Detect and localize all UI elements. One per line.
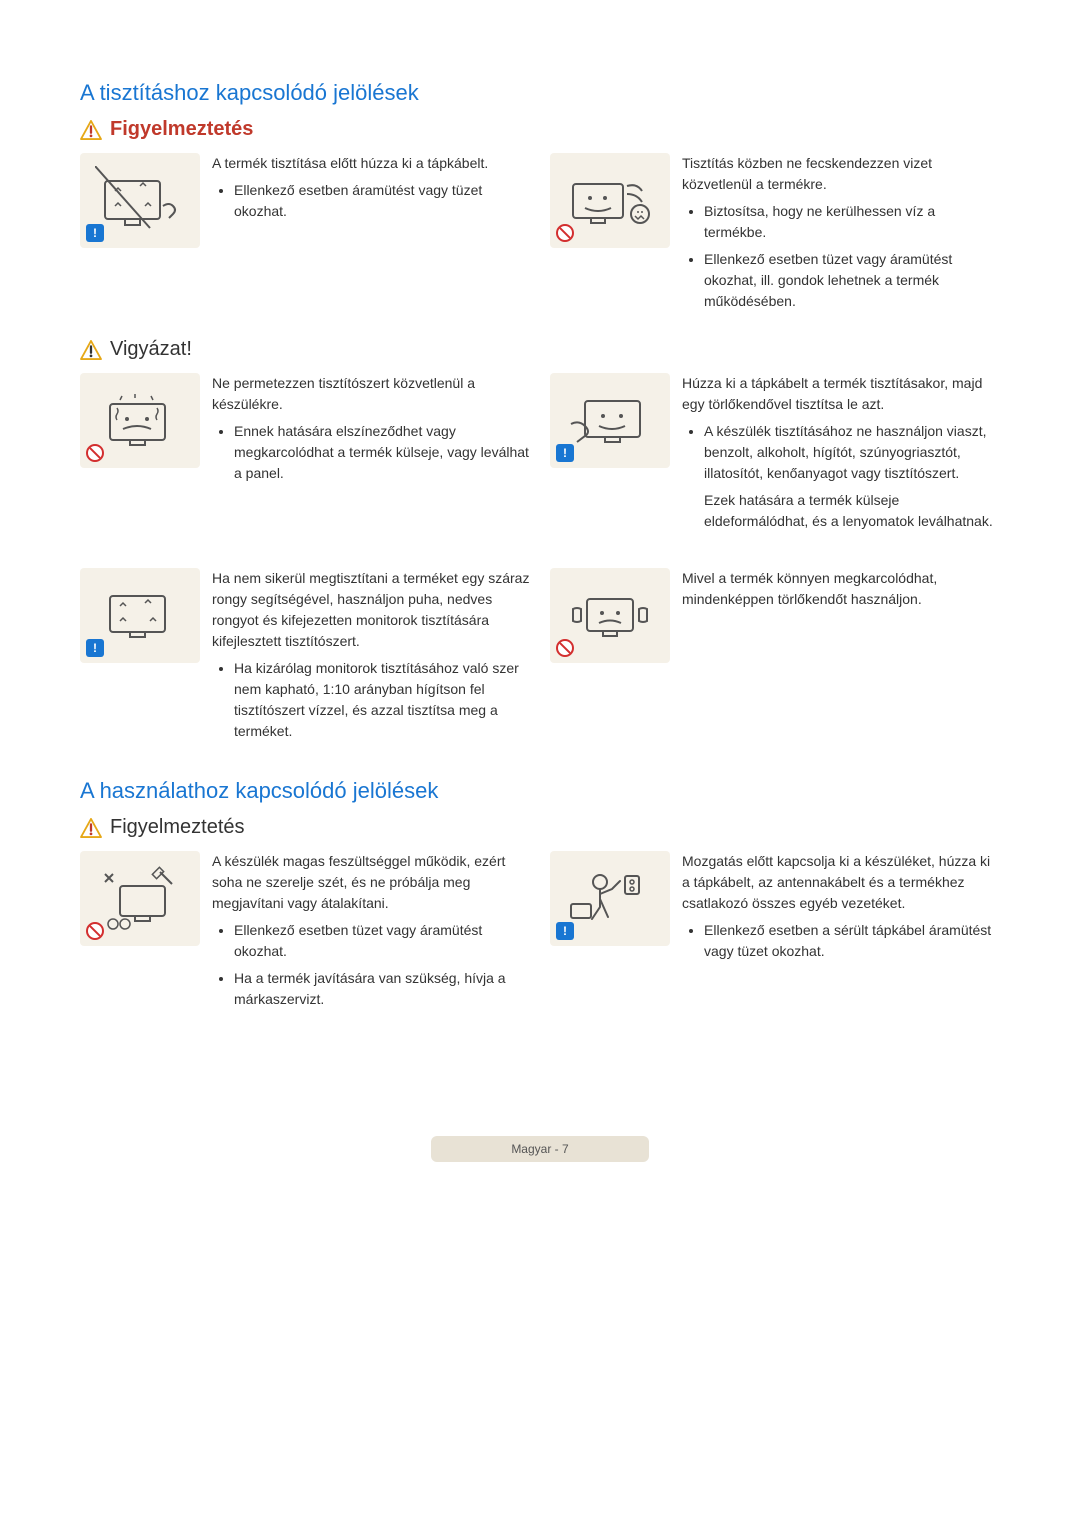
instruction-lead: Ha nem sikerül megtisztítani a terméket … [212, 568, 530, 652]
instruction-lead: Ne permetezzen tisztítószert közvetlenül… [212, 373, 530, 415]
monitor-hands-icon [565, 581, 655, 651]
instruction-item: A készülék magas feszültséggel működik, … [80, 851, 530, 1016]
illustration-box [550, 373, 670, 468]
unplug-before-move-icon [565, 864, 655, 934]
info-badge-icon [86, 639, 104, 657]
prohibit-badge-icon [86, 922, 104, 940]
section-title-cleaning: A tisztításhoz kapcsolódó jelölések [80, 80, 1000, 106]
instruction-bullet: Ha kizárólag monitorok tisztításához val… [234, 658, 530, 742]
instruction-row: A készülék magas feszültséggel működik, … [80, 851, 1000, 1016]
illustration-box [80, 153, 200, 248]
instruction-row: Ne permetezzen tisztítószert közvetlenül… [80, 373, 1000, 538]
info-badge-icon [556, 922, 574, 940]
illustration-box [80, 851, 200, 946]
instruction-text: Mivel a termék könnyen megkarcolódhat, m… [682, 568, 1000, 616]
instruction-lead: A termék tisztítása előtt húzza ki a táp… [212, 153, 530, 174]
instruction-item: Húzza ki a tápkábelt a termék tisztítása… [550, 373, 1000, 538]
page-number: Magyar - 7 [431, 1136, 648, 1162]
instruction-item: Tisztítás közben ne fecskendezzen vizet … [550, 153, 1000, 318]
warning-label-2: Figyelmeztetés [110, 816, 245, 839]
instruction-text: Tisztítás közben ne fecskendezzen vizet … [682, 153, 1000, 318]
warning-header-2: Figyelmeztetés [80, 816, 1000, 839]
illustration-box [550, 568, 670, 663]
instruction-lead: Mozgatás előtt kapcsolja ki a készüléket… [682, 851, 1000, 914]
instruction-text: A termék tisztítása előtt húzza ki a táp… [212, 153, 530, 228]
instruction-lead: Tisztítás közben ne fecskendezzen vizet … [682, 153, 1000, 195]
instruction-lead: A készülék magas feszültséggel működik, … [212, 851, 530, 914]
warning-header: Figyelmeztetés [80, 118, 1000, 141]
illustration-box [80, 373, 200, 468]
instruction-item: Mivel a termék könnyen megkarcolódhat, m… [550, 568, 1000, 748]
instruction-item: Mozgatás előtt kapcsolja ki a készüléket… [550, 851, 1000, 1016]
instruction-subtext: Ezek hatására a termék külseje eldeformá… [704, 490, 1000, 532]
instruction-bullet: Ellenkező esetben áramütést vagy tüzet o… [234, 180, 530, 222]
instruction-item: Ne permetezzen tisztítószert közvetlenül… [80, 373, 530, 538]
instruction-text: Ne permetezzen tisztítószert közvetlenül… [212, 373, 530, 490]
warning-triangle-icon [80, 818, 102, 838]
instruction-item: A termék tisztítása előtt húzza ki a táp… [80, 153, 530, 318]
prohibit-badge-icon [556, 224, 574, 242]
instruction-bullet: Ellenkező esetben tüzet vagy áramütést o… [234, 920, 530, 962]
instruction-bullet: Ellenkező esetben a sérült tápkábel áram… [704, 920, 1000, 962]
section-title-usage: A használathoz kapcsolódó jelölések [80, 778, 1000, 804]
instruction-lead: Húzza ki a tápkábelt a termék tisztítása… [682, 373, 1000, 415]
caution-triangle-icon [80, 340, 102, 360]
instruction-text: Húzza ki a tápkábelt a termék tisztítása… [682, 373, 1000, 538]
instruction-text: Ha nem sikerül megtisztítani a terméket … [212, 568, 530, 748]
prohibit-badge-icon [86, 444, 104, 462]
monitor-clean-icon [95, 581, 185, 651]
illustration-box [550, 851, 670, 946]
instruction-bullet: Ennek hatására elszíneződhet vagy megkar… [234, 421, 530, 484]
instruction-text: A készülék magas feszültséggel működik, … [212, 851, 530, 1016]
page-footer: Magyar - 7 [80, 1136, 1000, 1162]
info-badge-icon [86, 224, 104, 242]
instruction-text: Mozgatás előtt kapcsolja ki a készüléket… [682, 851, 1000, 968]
caution-header: Vigyázat! [80, 338, 1000, 361]
monitor-wipe-icon [565, 386, 655, 456]
illustration-box [80, 568, 200, 663]
instruction-bullet: Biztosítsa, hogy ne kerülhessen víz a te… [704, 201, 1000, 243]
instruction-lead: Mivel a termék könnyen megkarcolódhat, m… [682, 568, 1000, 610]
instruction-row: Ha nem sikerül megtisztítani a terméket … [80, 568, 1000, 748]
no-disassemble-icon [95, 864, 185, 934]
illustration-box [550, 153, 670, 248]
info-badge-icon [556, 444, 574, 462]
instruction-row: A termék tisztítása előtt húzza ki a táp… [80, 153, 1000, 318]
instruction-bullet: Ha a termék javítására van szükség, hívj… [234, 968, 530, 1010]
warning-label: Figyelmeztetés [110, 118, 253, 141]
monitor-no-spray-icon [95, 386, 185, 456]
warning-triangle-icon [80, 120, 102, 140]
instruction-bullet: A készülék tisztításához ne használjon v… [704, 421, 1000, 484]
monitor-unplug-icon [95, 166, 185, 236]
monitor-water-spray-icon [565, 166, 655, 236]
caution-label: Vigyázat! [110, 338, 192, 361]
prohibit-badge-icon [556, 639, 574, 657]
instruction-item: Ha nem sikerül megtisztítani a terméket … [80, 568, 530, 748]
instruction-bullet: Ellenkező esetben tüzet vagy áramütést o… [704, 249, 1000, 312]
